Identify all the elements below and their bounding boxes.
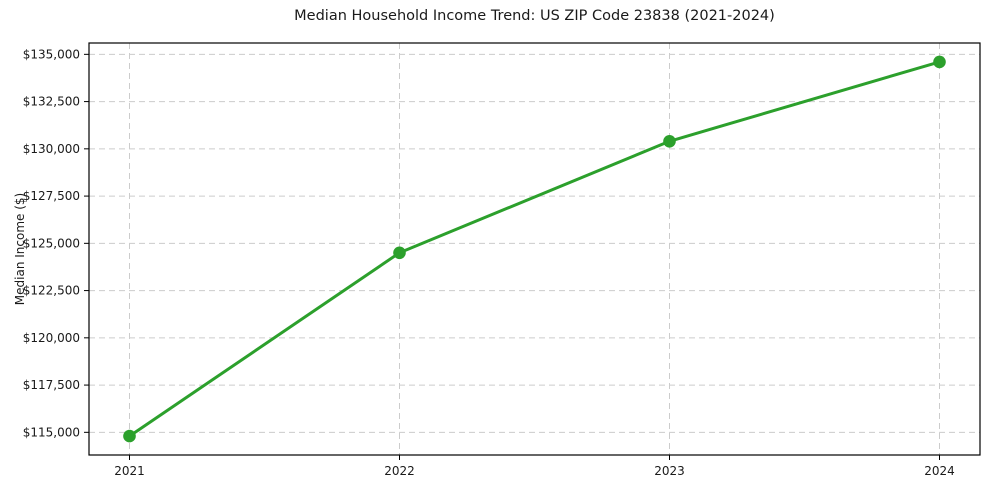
y-tick-label: $135,000 xyxy=(23,47,80,61)
y-tick-label: $117,500 xyxy=(23,378,80,392)
y-tick-label: $122,500 xyxy=(23,284,80,298)
x-tick-label: 2023 xyxy=(654,464,685,478)
y-tick-label: $127,500 xyxy=(23,189,80,203)
data-point-marker xyxy=(663,134,676,148)
y-tick-label: $130,000 xyxy=(23,142,80,156)
x-tick-label: 2022 xyxy=(384,464,415,478)
data-point-marker xyxy=(123,429,136,443)
y-tick-label: $125,000 xyxy=(23,236,80,250)
y-tick-label: $120,000 xyxy=(23,331,80,345)
y-tick-label: $132,500 xyxy=(23,95,80,109)
x-tick-label: 2021 xyxy=(114,464,145,478)
data-point-marker xyxy=(393,246,406,260)
chart-title: Median Household Income Trend: US ZIP Co… xyxy=(294,8,775,24)
data-point-marker xyxy=(933,55,946,69)
plot-border xyxy=(88,42,981,456)
trend-line xyxy=(128,60,941,438)
y-tick-label: $115,000 xyxy=(23,425,80,439)
x-tick-label: 2024 xyxy=(924,464,955,478)
